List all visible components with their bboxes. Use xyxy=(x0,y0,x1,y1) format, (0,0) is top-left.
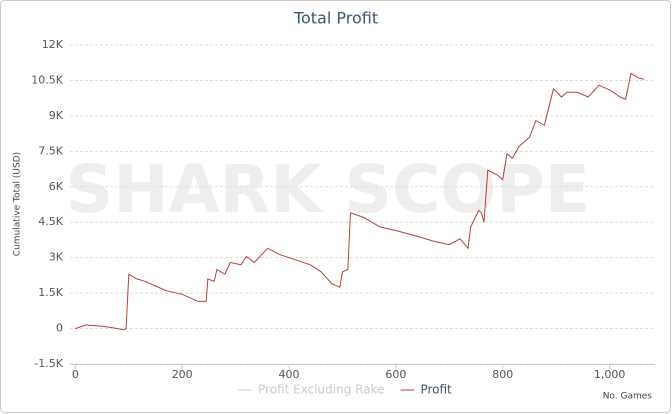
y-tick-label: 1.5K xyxy=(38,286,63,299)
x-tick-label: 200 xyxy=(172,368,193,381)
profit-line xyxy=(75,72,645,331)
y-tick-label: 10.5K xyxy=(31,73,63,86)
legend-label: Profit xyxy=(420,383,452,397)
y-tick-label: -1.5K xyxy=(34,357,63,370)
y-tick-label: 9K xyxy=(49,109,64,122)
x-tick-label: 400 xyxy=(279,368,300,381)
y-tick-label: 4.5K xyxy=(38,215,63,228)
y-axis-title: Cumulative Total (USD) xyxy=(13,152,23,256)
x-tick-label: 0 xyxy=(72,368,79,381)
y-tick-label: 0 xyxy=(56,322,63,335)
y-tick-label: 12K xyxy=(42,38,64,51)
x-tick-label: 1,000 xyxy=(594,368,626,381)
legend-label: Profit Excluding Rake xyxy=(258,383,384,397)
x-axis-title: No. Games xyxy=(603,392,653,402)
y-tick-label: 7.5K xyxy=(38,144,63,157)
x-tick-label: 800 xyxy=(492,368,513,381)
watermark: SHARK SCOPE xyxy=(66,151,590,228)
y-tick-label: 3K xyxy=(49,251,64,264)
chart-title: Total Profit xyxy=(293,9,378,28)
x-tick-label: 600 xyxy=(385,368,406,381)
y-tick-label: 6K xyxy=(49,180,64,193)
